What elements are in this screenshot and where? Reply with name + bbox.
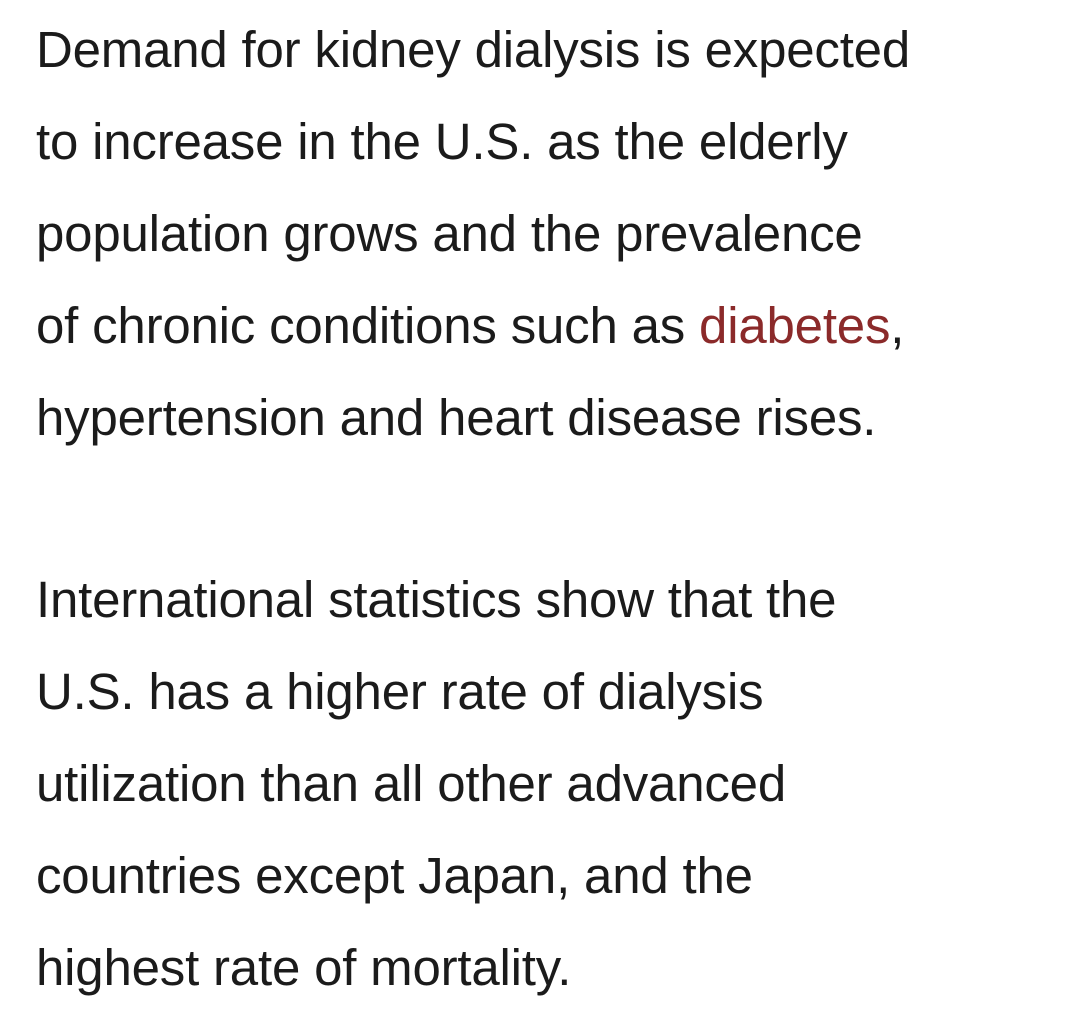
diabetes-link[interactable]: diabetes <box>699 297 891 354</box>
text-line: U.S. has a higher rate of dialysis <box>36 663 764 720</box>
text-line: population grows and the prevalence <box>36 205 863 262</box>
article-body: Demand for kidney dialysis is expected t… <box>36 4 1092 1014</box>
text-line: Demand for kidney dialysis is expected <box>36 21 910 78</box>
text-line: highest rate of mortality. <box>36 939 572 996</box>
text-line: countries except Japan, and the <box>36 847 753 904</box>
text-line: utilization than all other advanced <box>36 755 787 812</box>
text-line: to increase in the U.S. as the elderly <box>36 113 848 170</box>
text-segment: , <box>890 297 905 354</box>
text-segment: of chronic conditions such as <box>36 297 700 354</box>
text-line: International statistics show that the <box>36 571 837 628</box>
paragraph-1: Demand for kidney dialysis is expected t… <box>36 4 1092 464</box>
text-line: hypertension and heart disease rises. <box>36 389 877 446</box>
paragraph-spacer <box>36 464 1092 554</box>
paragraph-2: International statistics show that the U… <box>36 554 1092 1014</box>
text-line-with-link: of chronic conditions such as diabetes, <box>36 280 1092 372</box>
